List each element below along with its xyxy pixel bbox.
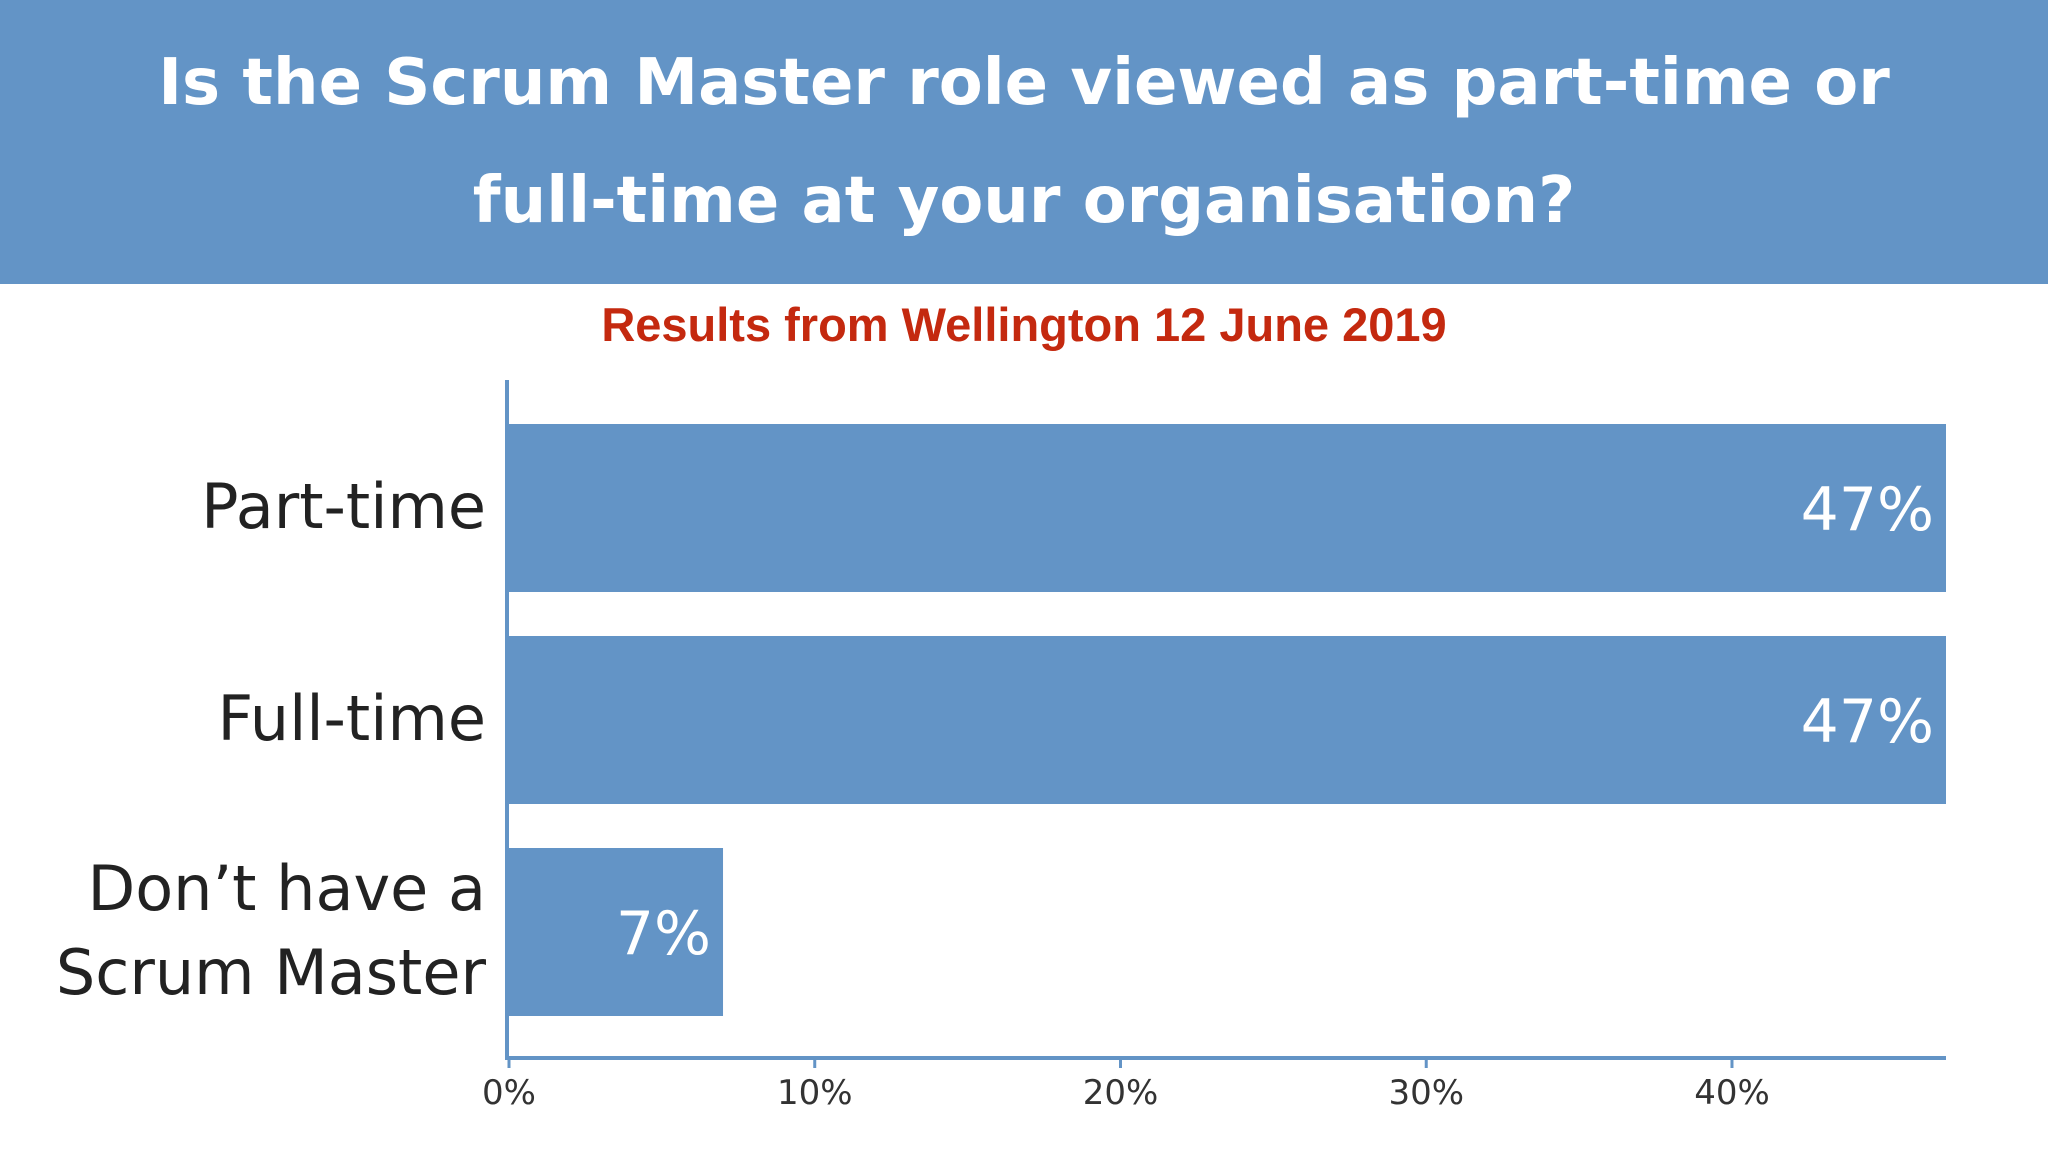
bar [509, 848, 724, 1016]
bar-value-label: 47% [1801, 687, 1934, 757]
bar-value-label: 47% [1801, 475, 1934, 545]
bar [509, 424, 1946, 592]
chart-header: Is the Scrum Master role viewed as part-… [0, 0, 2048, 284]
category-label: Full-time [218, 682, 486, 755]
x-tick-label: 0% [482, 1073, 536, 1113]
x-tick-label: 20% [1083, 1073, 1159, 1113]
category-label: Don’t have a [87, 852, 486, 925]
bar-value-label: 7% [616, 899, 711, 969]
chart-subtitle: Results from Wellington 12 June 2019 [601, 298, 1447, 351]
x-tick-label: 40% [1694, 1073, 1770, 1113]
x-tick-label: 30% [1388, 1073, 1464, 1113]
x-tick-labels-group: 0% 10% 20% 30% 40% [482, 1058, 1770, 1113]
category-label: Scrum Master [56, 936, 487, 1009]
bar [509, 636, 1946, 804]
bars-group [509, 424, 1946, 1016]
category-labels-group: Part-time Full-time Don’t have a Scrum Mast… [56, 470, 487, 1009]
category-label: Part-time [201, 470, 486, 543]
x-tick-label: 10% [777, 1073, 853, 1113]
bar-value-labels-group: 47% 47% 7% [616, 475, 1934, 969]
chart-title: Is the Scrum Master role viewed as part-… [158, 46, 1890, 238]
